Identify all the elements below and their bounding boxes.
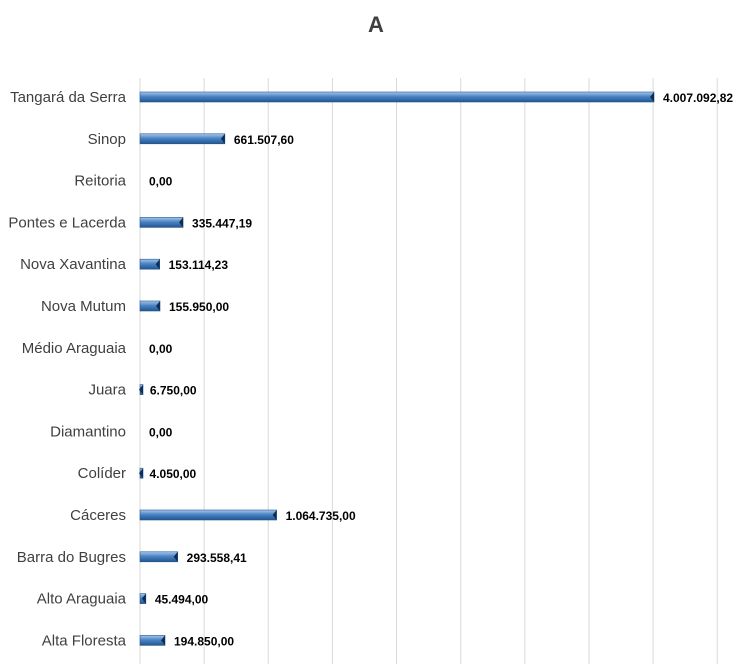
bar-end-cap	[650, 92, 654, 102]
bar-end-cap	[272, 510, 277, 520]
value-labels: 4.007.092,82 661.507,60 0,00 335.447,19 153.…	[149, 91, 733, 648]
category-label: Reitoria	[74, 173, 126, 190]
category-label: Diamantino	[50, 423, 126, 440]
bars	[139, 91, 655, 646]
value-label: 0,00	[149, 425, 173, 439]
bar	[139, 217, 184, 228]
gridlines	[139, 78, 718, 664]
bar-end-cap	[156, 301, 161, 311]
category-label: Colíder	[78, 465, 126, 482]
category-label: Barra do Bugres	[17, 549, 126, 566]
bar	[139, 133, 226, 145]
value-label: 0,00	[149, 175, 173, 189]
bar	[139, 551, 178, 563]
bar	[139, 91, 655, 103]
value-label: 155.950,00	[169, 300, 229, 314]
value-label: 45.494,00	[155, 593, 209, 607]
value-label: 194.850,00	[174, 634, 234, 648]
bar-end-cap	[139, 468, 143, 479]
value-label: 4.007.092,82	[663, 91, 733, 105]
category-label: Médio Araguaia	[22, 340, 127, 357]
category-label: Pontes e Lacerda	[8, 214, 126, 231]
value-label: 293.558,41	[187, 551, 247, 565]
bar-end-cap	[155, 259, 160, 270]
bar-end-cap	[139, 384, 143, 395]
bar-end-cap	[141, 593, 146, 604]
category-label: Alta Floresta	[42, 632, 127, 649]
category-label: Sinop	[88, 131, 126, 148]
category-labels: Tangará da Serra Sinop Reitoria Pontes e La…	[8, 89, 126, 649]
category-label: Nova Xavantina	[20, 256, 127, 273]
category-label: Nova Mutum	[41, 298, 126, 315]
bar	[139, 509, 277, 521]
category-label: Juara	[88, 382, 126, 399]
category-label: Cáceres	[70, 507, 126, 524]
value-label: 153.114,23	[169, 258, 229, 272]
bar-end-cap	[179, 217, 184, 228]
value-label: 335.447,19	[192, 216, 252, 230]
value-label: 661.507,60	[234, 133, 294, 147]
value-label: 4.050,00	[150, 467, 197, 481]
category-label: Tangará da Serra	[10, 89, 127, 106]
value-label: 0,00	[149, 342, 173, 356]
bar-end-cap	[160, 635, 165, 646]
category-label: Alto Araguaia	[37, 591, 127, 608]
chart-title: A	[368, 12, 384, 37]
value-label: 6.750,00	[150, 384, 197, 398]
bar-end-cap	[220, 133, 225, 144]
bar-end-cap	[173, 551, 178, 562]
value-label: 1.064.735,00	[286, 509, 356, 523]
